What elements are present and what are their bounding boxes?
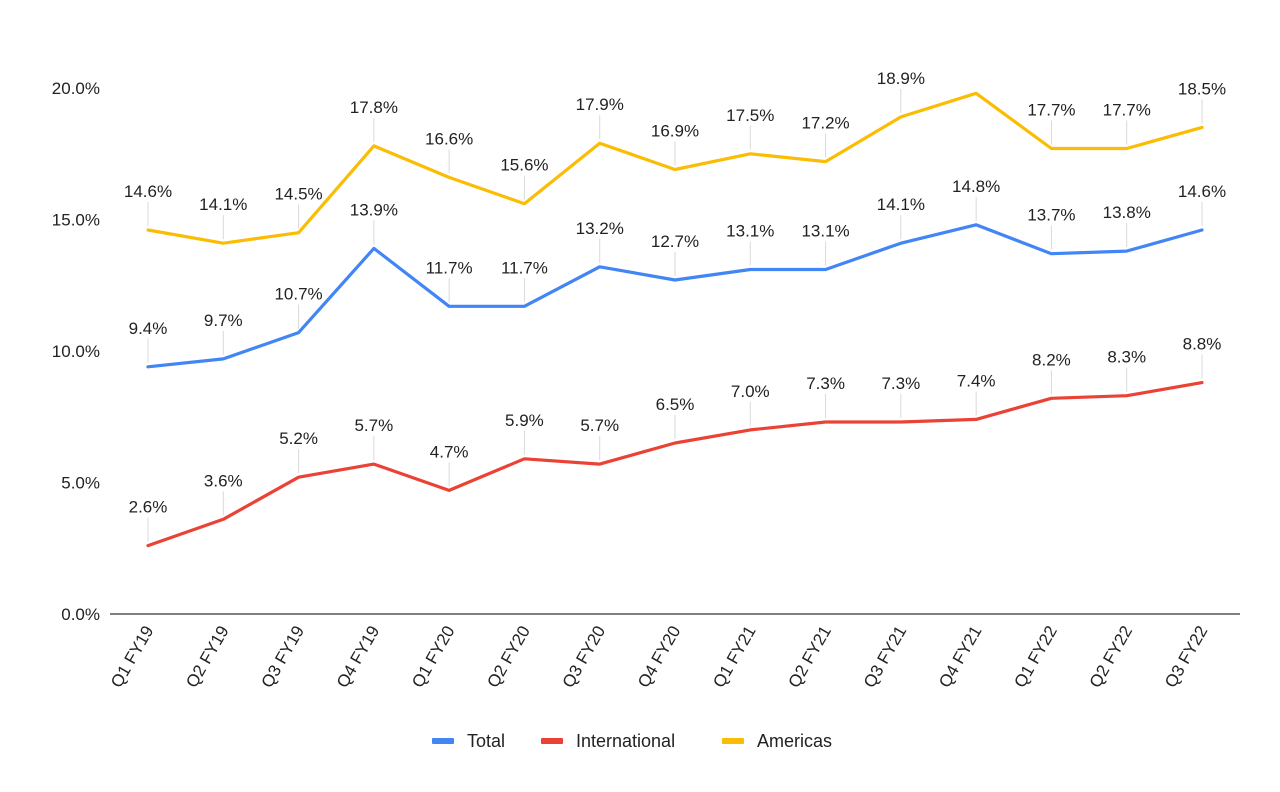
data-label: 18.9% <box>877 69 925 88</box>
x-tick-label: Q2 FY20 <box>483 623 533 691</box>
data-label: 7.3% <box>806 374 845 393</box>
x-tick-label: Q4 FY21 <box>935 622 985 690</box>
data-label: 16.6% <box>425 129 473 148</box>
x-axis: Q1 FY19 Q2 FY19 Q3 FY19 Q4 FY19 Q1 FY20 Q2 FY… <box>107 613 1240 691</box>
data-label: 8.3% <box>1107 348 1146 367</box>
data-label: 8.8% <box>1183 335 1222 354</box>
data-label: 17.2% <box>801 114 849 133</box>
data-label: 13.9% <box>350 200 398 219</box>
data-label: 17.9% <box>576 95 624 114</box>
y-tick-label: 5.0% <box>61 474 100 493</box>
x-tick-label: Q3 FY19 <box>258 623 308 691</box>
x-tick-label: Q4 FY19 <box>333 623 383 691</box>
data-label: 9.4% <box>129 319 168 338</box>
data-label: 10.7% <box>274 285 322 304</box>
x-tick-label: Q2 FY21 <box>785 623 835 691</box>
series-line-total <box>146 223 1204 369</box>
x-tick-label: Q1 FY21 <box>709 623 759 691</box>
data-label: 17.8% <box>350 98 398 117</box>
x-tick-label: Q1 FY19 <box>107 623 157 691</box>
series-line-international <box>146 381 1204 548</box>
data-label: 13.2% <box>576 219 624 238</box>
data-label: 14.1% <box>877 195 925 214</box>
data-label: 5.7% <box>354 416 393 435</box>
x-tick-label: Q3 FY20 <box>559 623 609 691</box>
data-label: 4.7% <box>430 442 469 461</box>
data-label: 6.5% <box>656 395 695 414</box>
data-label: 14.6% <box>124 182 172 201</box>
data-label: 3.6% <box>204 471 243 490</box>
data-label: 8.2% <box>1032 350 1071 369</box>
data-label: 13.1% <box>801 221 849 240</box>
x-tick-label: Q4 FY20 <box>634 623 684 691</box>
x-tick-label: Q2 FY19 <box>182 623 232 691</box>
legend: Total International Americas <box>432 731 832 751</box>
legend-label: Americas <box>757 731 832 751</box>
data-label: 16.9% <box>651 122 699 141</box>
y-tick-label: 10.0% <box>52 342 100 361</box>
x-tick-label: Q1 FY20 <box>408 623 458 691</box>
data-label: 7.3% <box>881 374 920 393</box>
x-tick-label: Q1 FY22 <box>1010 623 1060 691</box>
data-label: 17.7% <box>1027 100 1075 119</box>
data-label: 11.7% <box>426 258 473 277</box>
legend-swatch <box>541 738 563 744</box>
data-label: 5.7% <box>580 416 619 435</box>
y-tick-label: 0.0% <box>61 605 100 624</box>
y-tick-label: 15.0% <box>52 211 100 230</box>
data-label: 5.2% <box>279 429 318 448</box>
data-label: 12.7% <box>651 232 699 251</box>
data-label: 5.9% <box>505 411 544 430</box>
data-label: 7.0% <box>731 382 770 401</box>
y-axis: 0.0% 5.0% 10.0% 15.0% 20.0% <box>52 79 100 624</box>
data-label: 14.5% <box>274 185 322 204</box>
data-label: 7.4% <box>957 371 996 390</box>
data-label: 14.8% <box>952 177 1000 196</box>
x-tick-label: Q3 FY21 <box>860 623 910 691</box>
legend-label: International <box>576 731 675 751</box>
data-label: 17.7% <box>1103 100 1151 119</box>
x-tick-label: Q2 FY22 <box>1086 623 1136 691</box>
legend-swatch <box>432 738 454 744</box>
data-label: 13.8% <box>1103 203 1151 222</box>
x-tick-label: Q3 FY22 <box>1161 623 1211 691</box>
legend-label: Total <box>467 731 505 751</box>
data-label: 18.5% <box>1178 79 1226 98</box>
data-label: 11.7% <box>501 258 548 277</box>
data-labels: 9.4% 9.7% 10.7% 13.9% 11.7% 11.7% 13.2% 12.7% 13… <box>124 69 1226 542</box>
series-layer <box>146 91 1204 548</box>
legend-swatch <box>722 738 744 744</box>
data-label: 13.7% <box>1027 206 1075 225</box>
data-label: 14.1% <box>199 195 247 214</box>
data-label: 13.1% <box>726 221 774 240</box>
data-label: 15.6% <box>500 156 548 175</box>
data-label: 14.6% <box>1178 182 1226 201</box>
data-label: 2.6% <box>129 498 168 517</box>
data-label: 9.7% <box>204 311 243 330</box>
y-tick-label: 20.0% <box>52 79 100 98</box>
data-label: 17.5% <box>726 106 774 125</box>
series-line-americas <box>146 91 1204 245</box>
